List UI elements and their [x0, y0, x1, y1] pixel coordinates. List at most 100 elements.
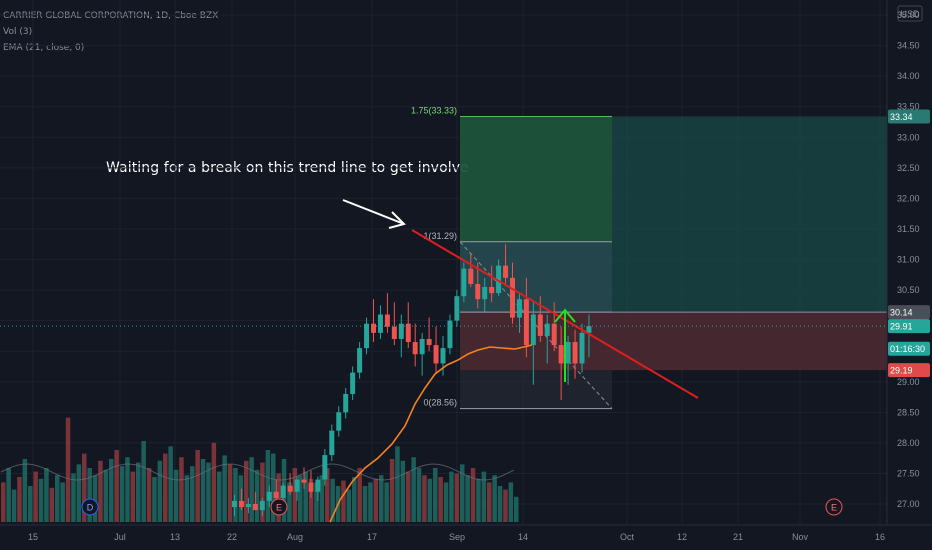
- volume-bar: [146, 468, 152, 522]
- volume-bar: [217, 471, 222, 522]
- volume-bar: [476, 478, 481, 522]
- price-axis-bg: [887, 0, 932, 550]
- volume-bar: [244, 460, 249, 522]
- volume-bar: [22, 459, 28, 522]
- y-tick-label: 31.50: [897, 224, 920, 234]
- candle-body: [280, 485, 286, 498]
- y-tick-label: 34.50: [897, 41, 920, 51]
- volume-bar: [141, 441, 146, 522]
- y-tick-label: 35.00: [897, 10, 920, 20]
- candle-body: [371, 323, 376, 333]
- candle-body: [523, 299, 529, 346]
- volume-bar: [1, 482, 6, 522]
- price-tag-label: 30.14: [890, 308, 913, 318]
- candle-body: [572, 342, 578, 364]
- candle-body: [468, 268, 474, 284]
- x-tick-label: Aug: [287, 532, 303, 542]
- x-tick-label: Jul: [114, 532, 126, 542]
- candle-body: [510, 277, 515, 318]
- candle-body: [245, 504, 251, 508]
- price-tag-label: 33.34: [890, 112, 913, 122]
- x-tick-label: 14: [518, 532, 528, 542]
- volume-bar: [514, 496, 519, 522]
- candle-body: [419, 338, 425, 355]
- x-tick-label: 12: [677, 532, 687, 542]
- volume-bar: [38, 478, 44, 522]
- price-tag: [888, 341, 930, 356]
- price-tag-label: 29.91: [890, 322, 913, 332]
- candle-body: [384, 314, 390, 327]
- fib-label-top: 1.75(33.33): [411, 105, 457, 115]
- candle-body: [377, 314, 383, 333]
- volume-bar: [157, 460, 163, 522]
- pointer-arrow-head: [388, 211, 406, 229]
- candle-body: [238, 500, 244, 508]
- candle-body: [537, 314, 543, 336]
- volume-bar: [492, 475, 497, 522]
- x-tick-label: Nov: [792, 532, 809, 542]
- candle-body: [322, 455, 328, 480]
- candle-body: [336, 412, 342, 431]
- candle-body: [551, 323, 557, 346]
- volume-bar: [136, 462, 141, 522]
- candle-body: [398, 323, 404, 339]
- volume-bar: [341, 480, 346, 522]
- currency-box: [897, 5, 923, 22]
- volume-bar: [449, 471, 454, 522]
- volume-bar: [470, 468, 476, 522]
- volume-bar: [303, 471, 308, 522]
- volume-bar: [17, 477, 22, 522]
- y-tick-label: 27.50: [897, 468, 920, 478]
- y-tick-label: 27.00: [897, 499, 920, 509]
- volume-bar: [76, 464, 82, 522]
- volume-bar: [152, 477, 157, 522]
- volume-bar: [200, 459, 206, 522]
- candle-body: [357, 348, 363, 373]
- y-tick-label: 28.00: [897, 438, 920, 448]
- y-tick-label: 28.50: [897, 407, 920, 417]
- volume-bar: [109, 459, 114, 522]
- x-tick-label: 17: [367, 532, 377, 542]
- fib-label-mid: 1(31.29): [423, 231, 457, 241]
- y-tick-label: 33.50: [897, 102, 920, 112]
- volume-bar: [260, 462, 265, 522]
- candle-body: [475, 283, 481, 300]
- volume-bar: [49, 487, 55, 522]
- fib-upper-zone: [460, 116, 612, 242]
- event-marker-e: [825, 498, 843, 516]
- volume-bar: [352, 477, 357, 522]
- volume-bar: [357, 468, 362, 522]
- x-tick-label: Sep: [449, 532, 465, 542]
- candle-body: [461, 268, 467, 297]
- candle-body: [447, 320, 453, 349]
- volume-bar: [508, 482, 514, 522]
- volume-bar: [292, 468, 298, 522]
- event-marker-label: E: [831, 503, 837, 513]
- fib-diagonal: [459, 241, 613, 409]
- volume-bar: [125, 457, 130, 522]
- volume-bar: [173, 469, 179, 522]
- volume-bar: [465, 475, 470, 522]
- y-tick-label: 32.50: [897, 163, 920, 173]
- price-tag: [888, 363, 930, 378]
- volume-bar: [227, 464, 233, 522]
- x-tick-label: 22: [227, 532, 237, 542]
- candle-body: [516, 299, 522, 318]
- candle-body: [489, 287, 495, 294]
- candle-body: [391, 326, 397, 339]
- event-marker-d: [81, 498, 99, 516]
- volume-bar: [82, 453, 87, 522]
- volume-bar: [443, 482, 449, 522]
- volume-bar: [497, 486, 503, 522]
- ema-legend: EMA (21, close, 0): [3, 43, 85, 53]
- volume-bar: [487, 482, 492, 522]
- volume-bar: [249, 457, 254, 522]
- volume-bar: [65, 417, 71, 522]
- y-tick-label: 30.50: [897, 285, 920, 295]
- volume-bar: [184, 475, 190, 522]
- volume-bar: [233, 468, 238, 522]
- x-tick-label: 15: [28, 532, 38, 542]
- volume-bar: [438, 477, 443, 522]
- symbol-legend: CARRIER GLOBAL CORPORATION, 1D, Cboe BZX: [3, 11, 219, 21]
